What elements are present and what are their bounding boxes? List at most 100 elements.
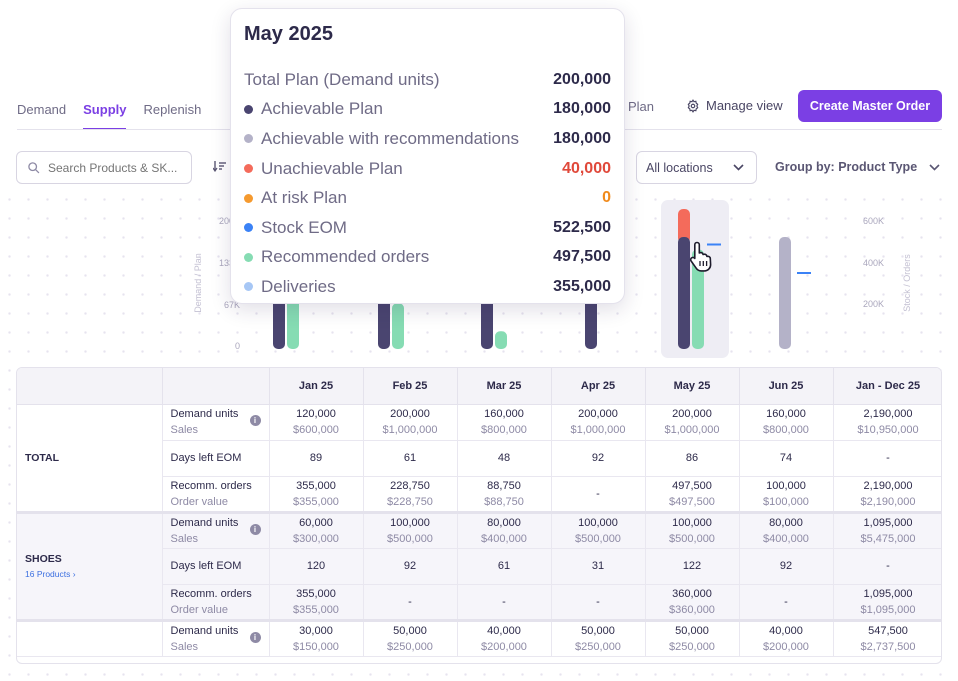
table-cell[interactable]: 1,095,000 $5,475,000 xyxy=(833,510,941,549)
cell-primary-value: 120 xyxy=(306,560,326,572)
table-cell[interactable]: 40,000 $200,000 xyxy=(739,618,834,657)
cell-primary-value: 497,500 xyxy=(672,479,712,492)
cell-primary-value: - xyxy=(596,487,600,500)
table-cell[interactable]: 50,000 $250,000 xyxy=(645,618,740,657)
table-cell[interactable]: 200,000 $1,000,000 xyxy=(363,404,458,441)
search-input[interactable] xyxy=(48,160,178,175)
table-cell[interactable]: 100,000 $100,000 xyxy=(739,476,834,513)
cell-primary-value: 200,000 xyxy=(578,408,618,420)
table-cell[interactable]: 160,000 $800,000 xyxy=(739,404,834,441)
column-header[interactable]: Feb 25 xyxy=(363,368,458,405)
column-header[interactable]: May 25 xyxy=(645,368,740,405)
table-cell[interactable]: 80,000 $400,000 xyxy=(457,510,552,549)
table-cell[interactable]: - xyxy=(739,584,834,621)
table-cell[interactable]: 200,000 $1,000,000 xyxy=(645,404,740,441)
cell-value-stack: 50,000 $250,000 xyxy=(646,623,739,655)
table-cell[interactable]: 228,750 $228,750 xyxy=(363,476,458,513)
group-label-cell[interactable]: TOTAL xyxy=(17,404,163,513)
recommended-orders-bar[interactable] xyxy=(692,249,704,350)
tooltip-row: Recommended orders 497,500 xyxy=(244,243,611,273)
table-cell[interactable]: 60,000 $300,000 xyxy=(269,510,364,549)
table-cell[interactable]: 40,000 $200,000 xyxy=(457,618,552,657)
column-header[interactable]: Apr 25 xyxy=(551,368,646,405)
cell-secondary-value: $88,750 xyxy=(484,495,524,508)
table-cell[interactable]: 92 xyxy=(363,548,458,585)
table-cell[interactable]: 100,000 $500,000 xyxy=(363,510,458,549)
legend-dot-icon xyxy=(244,282,253,292)
column-header[interactable]: Jan - Dec 25 xyxy=(833,368,941,405)
table-cell[interactable]: 74 xyxy=(739,440,834,477)
table-cell[interactable]: 2,190,000 $10,950,000 xyxy=(833,404,941,441)
table-cell[interactable]: 547,500 $2,737,500 xyxy=(833,618,941,657)
info-icon[interactable]: i xyxy=(249,523,261,535)
tooltip-row: Deliveries 355,000 xyxy=(244,272,611,302)
table-cell[interactable]: 86 xyxy=(645,440,740,477)
locations-select[interactable]: All locations xyxy=(636,151,757,184)
table-cell[interactable]: 2,190,000 $2,190,000 xyxy=(833,476,941,513)
right-tick-1: 400K xyxy=(863,258,884,268)
cell-primary-value: 88,750 xyxy=(487,479,521,492)
table-cell[interactable]: 48 xyxy=(457,440,552,477)
achievable-with-recommendations-bar[interactable] xyxy=(779,237,791,349)
group-by-select[interactable]: Group by: Product Type xyxy=(775,160,940,174)
table-cell[interactable]: 120,000 $600,000 xyxy=(269,404,364,441)
table-cell[interactable]: - xyxy=(457,584,552,621)
tab-plan[interactable]: Plan xyxy=(628,99,655,114)
table-cell[interactable]: - xyxy=(551,476,646,513)
table-cell[interactable]: 497,500 $497,500 xyxy=(645,476,740,513)
search-box[interactable] xyxy=(16,151,192,184)
table-cell[interactable]: 355,000 $355,000 xyxy=(269,584,364,621)
group-label-cell[interactable] xyxy=(17,618,163,657)
table-cell[interactable]: - xyxy=(833,548,941,585)
info-icon[interactable]: i xyxy=(249,414,261,426)
table-cell[interactable]: 88,750 $88,750 xyxy=(457,476,552,513)
table-cell[interactable]: 122 xyxy=(645,548,740,585)
recommended-orders-bar[interactable] xyxy=(392,303,404,349)
table-cell[interactable]: 355,000 $355,000 xyxy=(269,476,364,513)
main-tabs: Demand Supply Replenish xyxy=(17,102,201,130)
cell-value-stack: 74 xyxy=(740,450,833,466)
table-cell[interactable]: 61 xyxy=(363,440,458,477)
sort-icon[interactable] xyxy=(213,160,227,172)
table-cell[interactable]: 1,095,000 $1,095,000 xyxy=(833,584,941,621)
cell-value-stack: 60,000 $300,000 xyxy=(270,515,363,547)
table-cell[interactable]: 50,000 $250,000 xyxy=(363,618,458,657)
cell-secondary-value: $200,000 xyxy=(481,640,527,653)
tab-supply[interactable]: Supply xyxy=(83,102,127,130)
group-label-cell[interactable]: SHOES 16 Products › xyxy=(17,510,163,621)
table-cell[interactable]: 92 xyxy=(739,548,834,585)
table-cell[interactable]: - xyxy=(363,584,458,621)
table-row: Demand units Sales i 30,000 $150,000 50,000 $2… xyxy=(17,618,941,657)
table-cell[interactable]: 61 xyxy=(457,548,552,585)
info-icon[interactable]: i xyxy=(249,631,261,643)
table-cell[interactable]: 360,000 $360,000 xyxy=(645,584,740,621)
table-cell[interactable]: 80,000 $400,000 xyxy=(739,510,834,549)
create-master-order-button[interactable]: Create Master Order xyxy=(798,90,942,122)
column-header[interactable]: Jun 25 xyxy=(739,368,834,405)
table-cell[interactable]: 160,000 $800,000 xyxy=(457,404,552,441)
table-cell[interactable]: 89 xyxy=(269,440,364,477)
cell-secondary-value: $497,500 xyxy=(669,495,715,508)
manage-view-button[interactable]: Manage view xyxy=(686,98,783,113)
table-cell[interactable]: 31 xyxy=(551,548,646,585)
tab-demand[interactable]: Demand xyxy=(17,102,67,117)
cell-secondary-value: $500,000 xyxy=(669,532,715,545)
table-cell[interactable]: 50,000 $250,000 xyxy=(551,618,646,657)
table-cell[interactable]: - xyxy=(833,440,941,477)
table-cell[interactable]: 200,000 $1,000,000 xyxy=(551,404,646,441)
table-cell[interactable]: 30,000 $150,000 xyxy=(269,618,364,657)
table-cell[interactable]: 92 xyxy=(551,440,646,477)
table-cell[interactable]: - xyxy=(551,584,646,621)
unachievable-plan-bar[interactable] xyxy=(678,209,690,243)
recommended-orders-bar[interactable] xyxy=(495,331,507,349)
table-cell[interactable]: 120 xyxy=(269,548,364,585)
column-header[interactable]: Mar 25 xyxy=(457,368,552,405)
cell-secondary-value: $1,095,000 xyxy=(860,603,916,616)
group-products-link[interactable]: 16 Products › xyxy=(25,569,162,579)
achievable-plan-bar[interactable] xyxy=(678,237,690,349)
tab-replenish[interactable]: Replenish xyxy=(143,102,202,117)
column-header[interactable]: Jan 25 xyxy=(269,368,364,405)
cell-primary-value: 60,000 xyxy=(299,516,333,529)
table-cell[interactable]: 100,000 $500,000 xyxy=(645,510,740,549)
table-cell[interactable]: 100,000 $500,000 xyxy=(551,510,646,549)
